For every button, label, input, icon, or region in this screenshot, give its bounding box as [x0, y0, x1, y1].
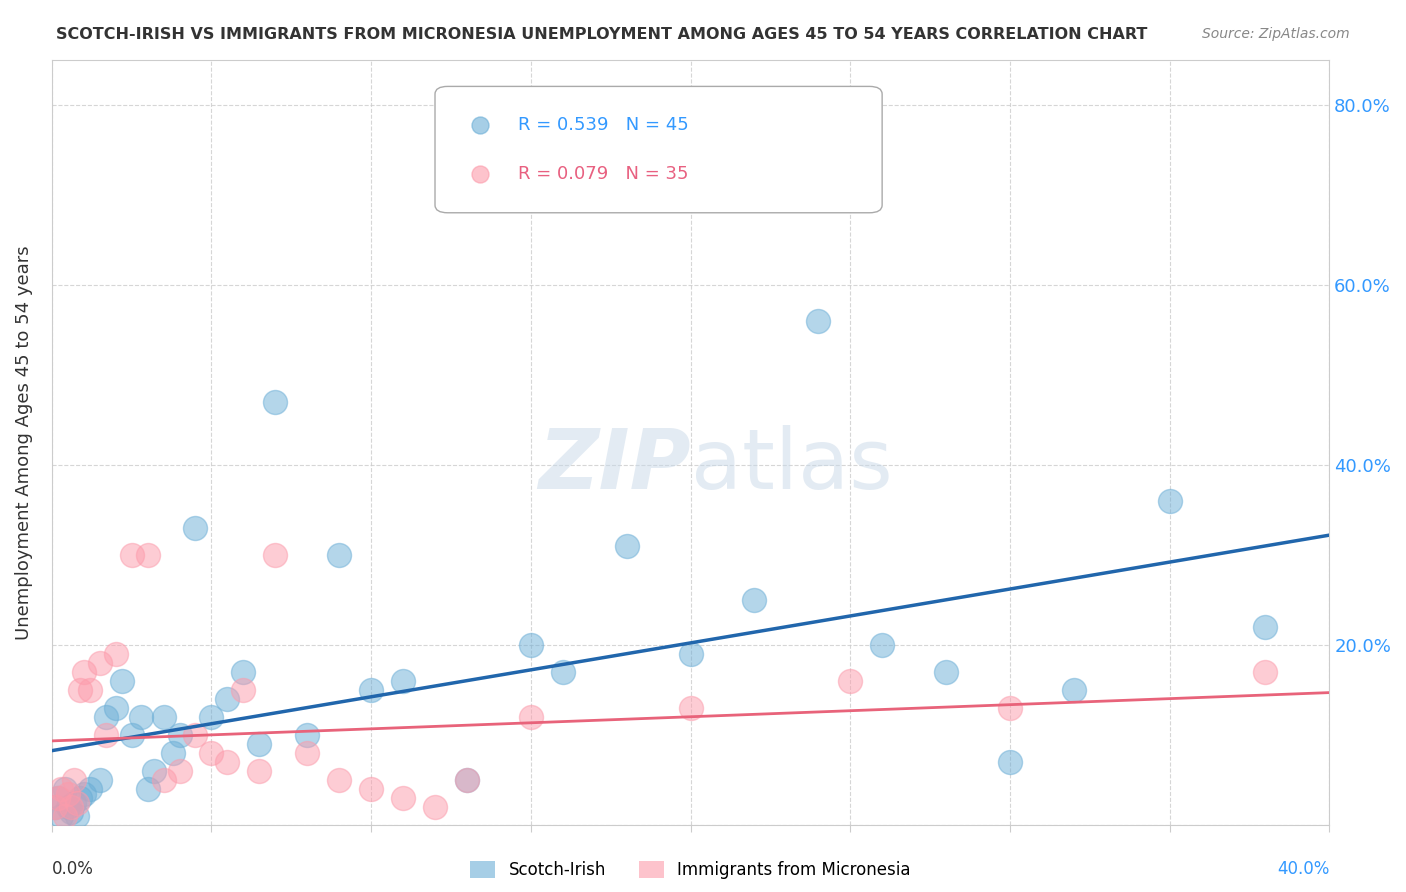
- Point: [104, 647, 127, 661]
- Text: 40.0%: 40.0%: [1277, 860, 1329, 879]
- Point: [1254, 665, 1277, 680]
- Point: [129, 710, 152, 724]
- Point: [392, 674, 415, 689]
- Point: [121, 728, 143, 742]
- Point: [56, 787, 79, 801]
- Point: [63, 796, 86, 810]
- Point: [360, 782, 382, 797]
- Point: [328, 773, 350, 788]
- Point: [520, 638, 543, 652]
- Point: [142, 764, 165, 779]
- Point: [136, 548, 159, 562]
- Point: [232, 683, 254, 698]
- Point: [184, 728, 207, 742]
- Point: [807, 314, 830, 328]
- Point: [59, 805, 82, 819]
- Text: 0.0%: 0.0%: [52, 860, 94, 879]
- Point: [79, 782, 101, 797]
- Point: [247, 737, 270, 751]
- Point: [111, 674, 134, 689]
- Point: [679, 701, 702, 715]
- Point: [152, 710, 174, 724]
- Point: [66, 796, 89, 810]
- Point: [66, 809, 89, 823]
- Point: [360, 683, 382, 698]
- Point: [839, 674, 862, 689]
- Point: [870, 638, 893, 652]
- Point: [392, 791, 415, 805]
- Point: [94, 728, 117, 742]
- Point: [200, 710, 222, 724]
- Point: [744, 593, 766, 607]
- Point: [616, 539, 638, 553]
- Point: [94, 710, 117, 724]
- Point: [152, 773, 174, 788]
- Text: ZIP: ZIP: [538, 425, 690, 506]
- Point: [79, 683, 101, 698]
- Point: [121, 548, 143, 562]
- Point: [998, 701, 1021, 715]
- Point: [297, 747, 319, 761]
- FancyBboxPatch shape: [434, 87, 882, 213]
- Text: Source: ZipAtlas.com: Source: ZipAtlas.com: [1202, 27, 1350, 41]
- Point: [89, 657, 111, 671]
- Point: [53, 809, 76, 823]
- Point: [104, 701, 127, 715]
- Point: [51, 782, 73, 797]
- Text: R = 0.079   N = 35: R = 0.079 N = 35: [517, 166, 689, 184]
- Point: [456, 773, 478, 788]
- Point: [69, 683, 91, 698]
- Point: [73, 665, 96, 680]
- Point: [264, 395, 287, 409]
- Point: [169, 728, 191, 742]
- Point: [247, 764, 270, 779]
- Point: [73, 787, 96, 801]
- Text: SCOTCH-IRISH VS IMMIGRANTS FROM MICRONESIA UNEMPLOYMENT AMONG AGES 45 TO 54 YEAR: SCOTCH-IRISH VS IMMIGRANTS FROM MICRONES…: [56, 27, 1147, 42]
- Point: [200, 747, 222, 761]
- Text: atlas: atlas: [690, 425, 893, 506]
- Legend: Scotch-Irish, Immigrants from Micronesia: Scotch-Irish, Immigrants from Micronesia: [464, 855, 918, 886]
- Point: [1111, 53, 1133, 67]
- Point: [136, 782, 159, 797]
- Point: [63, 773, 86, 788]
- Y-axis label: Unemployment Among Ages 45 to 54 years: Unemployment Among Ages 45 to 54 years: [15, 245, 32, 640]
- Point: [184, 521, 207, 535]
- Point: [217, 692, 239, 706]
- Point: [1111, 0, 1133, 8]
- Point: [551, 665, 574, 680]
- Point: [423, 800, 446, 814]
- Point: [456, 773, 478, 788]
- Point: [56, 800, 79, 814]
- Point: [46, 791, 69, 805]
- Point: [217, 756, 239, 770]
- Point: [264, 548, 287, 562]
- Point: [51, 809, 73, 823]
- Point: [44, 800, 66, 814]
- Text: R = 0.539   N = 45: R = 0.539 N = 45: [517, 116, 689, 134]
- Point: [297, 728, 319, 742]
- Point: [1159, 494, 1181, 508]
- Point: [679, 647, 702, 661]
- Point: [328, 548, 350, 562]
- Point: [935, 665, 957, 680]
- Point: [998, 756, 1021, 770]
- Point: [520, 710, 543, 724]
- Point: [44, 800, 66, 814]
- Point: [89, 773, 111, 788]
- Point: [53, 782, 76, 797]
- Point: [169, 764, 191, 779]
- Point: [162, 747, 184, 761]
- Point: [46, 791, 69, 805]
- Point: [1254, 620, 1277, 634]
- Point: [1063, 683, 1085, 698]
- Point: [69, 791, 91, 805]
- Point: [59, 800, 82, 814]
- Point: [232, 665, 254, 680]
